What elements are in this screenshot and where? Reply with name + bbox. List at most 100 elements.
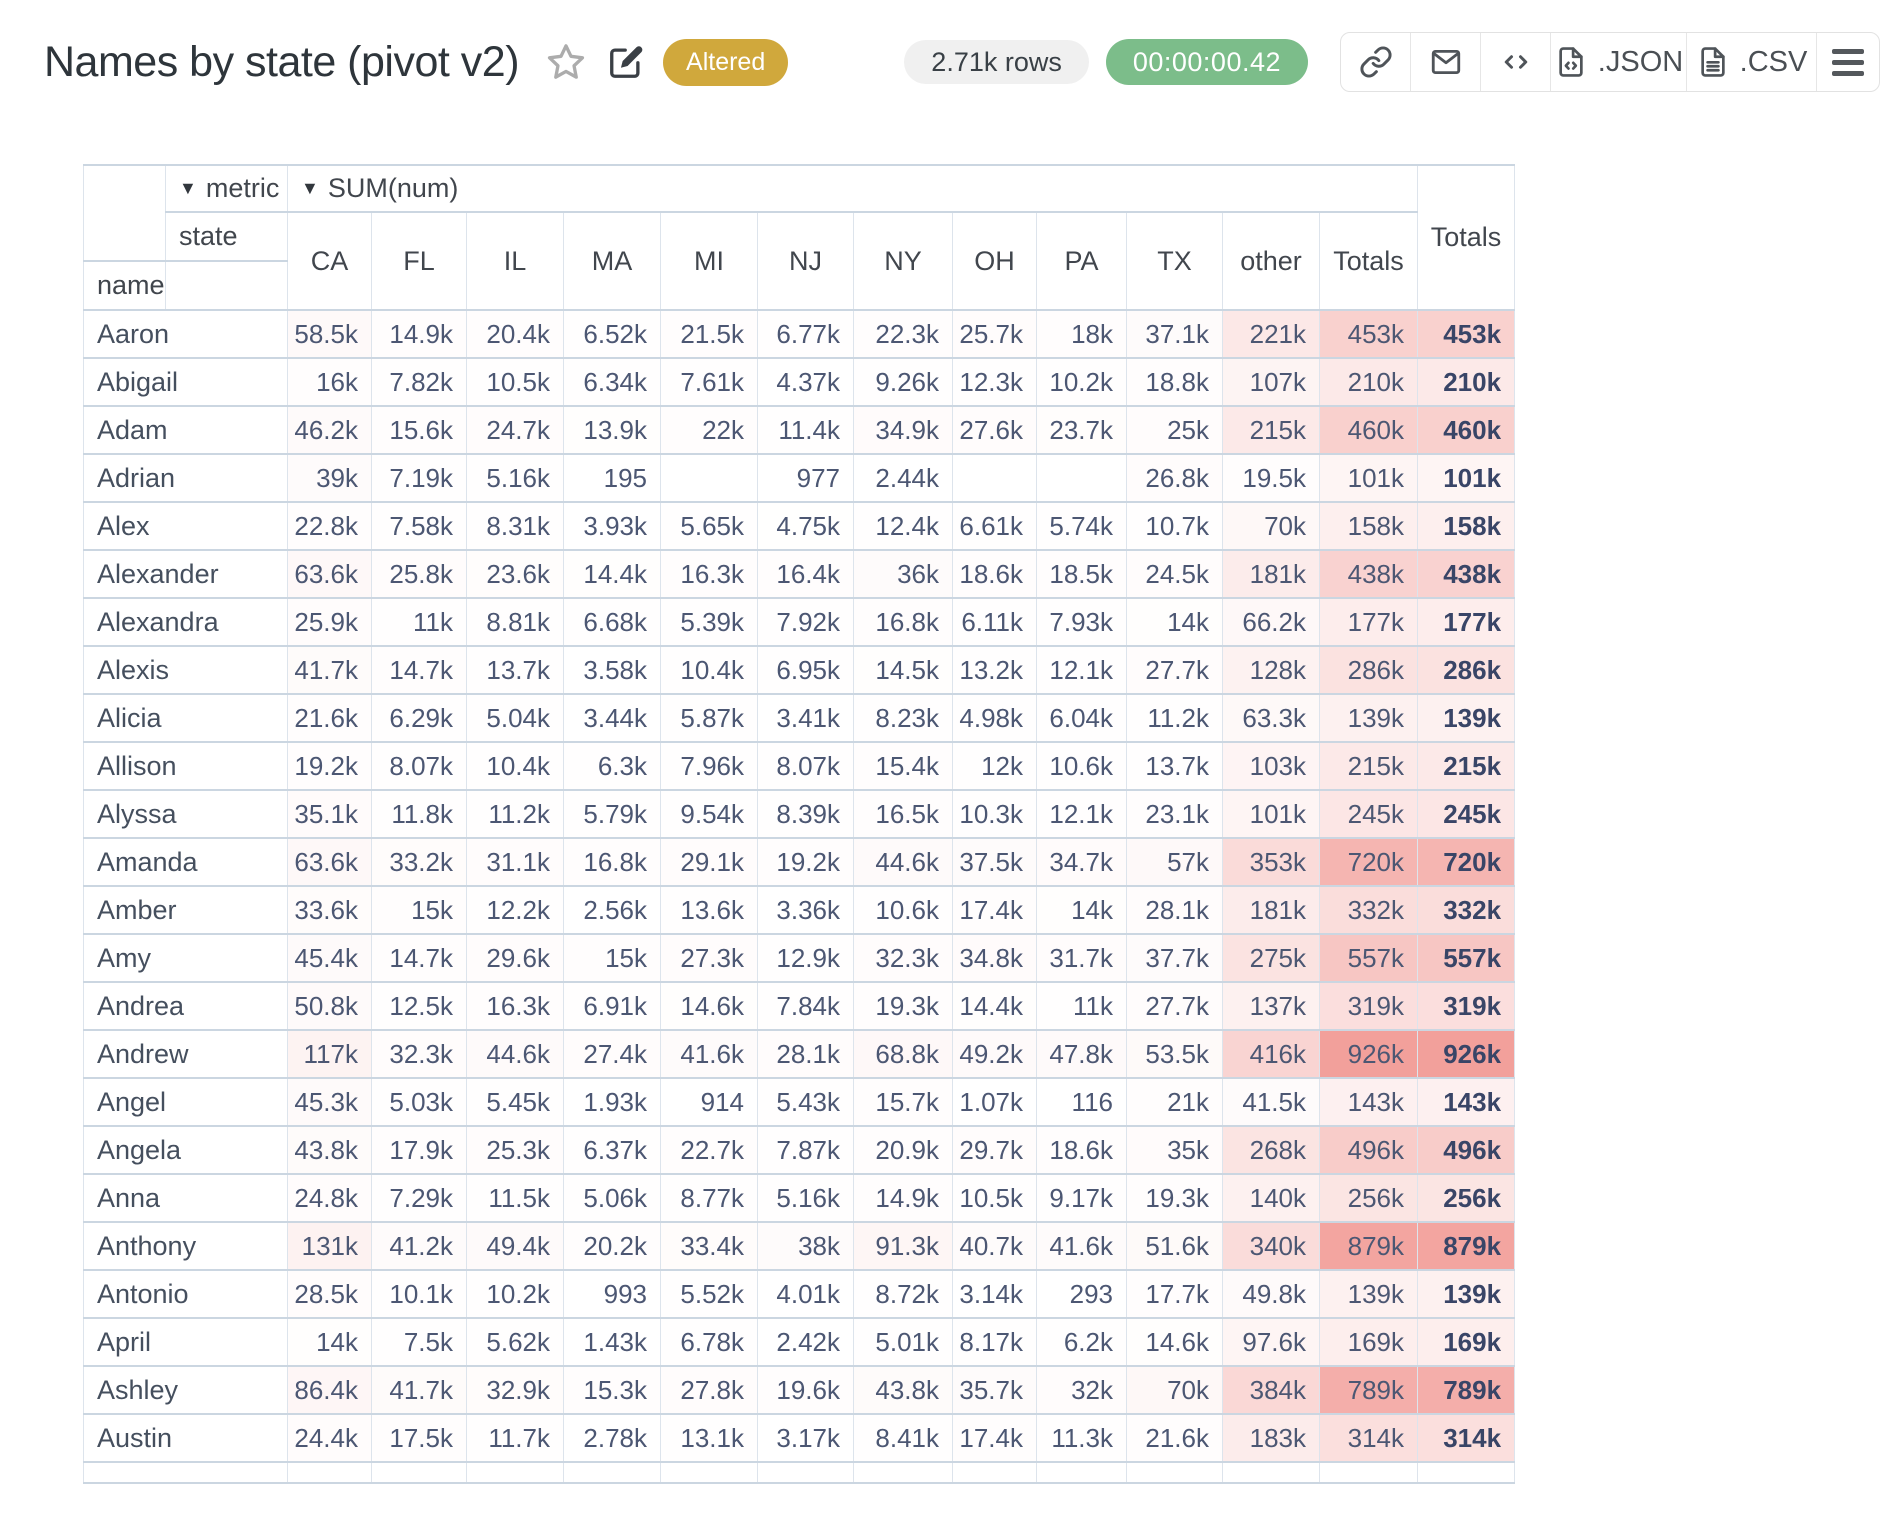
pivot-cell[interactable]: 27.6k	[952, 405, 1037, 455]
pivot-cell[interactable]: 9.54k	[660, 789, 758, 839]
row-label[interactable]: Andrea	[83, 981, 288, 1031]
pivot-grand-total-cell[interactable]: 245k	[1417, 789, 1516, 839]
more-options-button[interactable]	[1817, 33, 1879, 91]
pivot-cell[interactable]: 210k	[1318, 357, 1419, 407]
row-label[interactable]: Aaron	[83, 309, 288, 359]
row-label[interactable]: Alexander	[83, 549, 288, 599]
pivot-cell[interactable]: 3.17k	[757, 1413, 854, 1463]
pivot-cell[interactable]: 47.8k	[1036, 1029, 1127, 1079]
pivot-cell[interactable]: 27.7k	[1126, 981, 1223, 1031]
pivot-cell[interactable]: 11.3k	[1036, 1413, 1127, 1463]
pivot-cell[interactable]: 23.1k	[1126, 789, 1223, 839]
pivot-cell[interactable]: 11k	[371, 597, 467, 647]
pivot-cell[interactable]: 57k	[1126, 837, 1223, 887]
pivot-cell[interactable]: 24.7k	[466, 405, 564, 455]
pivot-cell[interactable]: 49.4k	[466, 1221, 564, 1271]
pivot-cell[interactable]: 9.17k	[1036, 1173, 1127, 1223]
pivot-grand-total-cell[interactable]: 319k	[1417, 981, 1516, 1031]
pivot-cell[interactable]: 12.4k	[853, 501, 953, 551]
pivot-cell[interactable]: 97.6k	[1222, 1317, 1320, 1367]
pivot-cell[interactable]: 5.65k	[660, 501, 758, 551]
pivot-cell[interactable]: 245k	[1318, 789, 1419, 839]
pivot-cell[interactable]: 3.93k	[563, 501, 661, 551]
row-label[interactable]: Austin	[83, 1413, 288, 1463]
pivot-cell[interactable]: 5.74k	[1036, 501, 1127, 551]
pivot-cell[interactable]: 10.4k	[660, 645, 758, 695]
pivot-cell[interactable]: 21.5k	[660, 309, 758, 359]
pivot-cell[interactable]: 17.4k	[952, 1413, 1037, 1463]
pivot-cell[interactable]: 8.39k	[757, 789, 854, 839]
pivot-cell[interactable]: 10.2k	[1036, 357, 1127, 407]
pivot-cell[interactable]: 34.8k	[952, 933, 1037, 983]
pivot-grand-total-cell[interactable]: 286k	[1417, 645, 1516, 695]
pivot-cell[interactable]: 10.6k	[1036, 741, 1127, 791]
pivot-cell[interactable]: 43.8k	[853, 1365, 953, 1415]
pivot-cell[interactable]: 19.2k	[757, 837, 854, 887]
pivot-cell[interactable]: 7.87k	[757, 1125, 854, 1175]
pivot-grand-total-cell[interactable]: 496k	[1417, 1125, 1516, 1175]
pivot-cell[interactable]: 3.58k	[563, 645, 661, 695]
pivot-cell[interactable]: 8.77k	[660, 1173, 758, 1223]
pivot-cell[interactable]: 17.9k	[371, 1125, 467, 1175]
pivot-cell[interactable]: 7.19k	[371, 453, 467, 503]
pivot-cell[interactable]: 5.16k	[466, 453, 564, 503]
pivot-cell[interactable]: 31.1k	[466, 837, 564, 887]
pivot-cell[interactable]: 17.5k	[371, 1413, 467, 1463]
pivot-cell[interactable]: 24.8k	[287, 1173, 372, 1223]
favorite-button[interactable]	[545, 41, 587, 83]
pivot-cell[interactable]: 41.7k	[287, 645, 372, 695]
pivot-cell[interactable]: 44.6k	[853, 837, 953, 887]
pivot-cell[interactable]: 35k	[1126, 1125, 1223, 1175]
pivot-cell[interactable]: 416k	[1222, 1029, 1320, 1079]
pivot-cell[interactable]: 37.5k	[952, 837, 1037, 887]
pivot-cell[interactable]: 31.7k	[1036, 933, 1127, 983]
pivot-cell[interactable]: 177k	[1318, 597, 1419, 647]
pivot-cell[interactable]: 181k	[1222, 885, 1320, 935]
pivot-cell[interactable]: 6.91k	[563, 981, 661, 1031]
row-label[interactable]: Amber	[83, 885, 288, 935]
pivot-cell[interactable]: 22.7k	[660, 1125, 758, 1175]
pivot-cell[interactable]: 6.68k	[563, 597, 661, 647]
pivot-cell[interactable]: 169k	[1318, 1317, 1419, 1367]
pivot-cell[interactable]: 183k	[1222, 1413, 1320, 1463]
pivot-cell[interactable]: 5.01k	[853, 1317, 953, 1367]
pivot-cell[interactable]: 496k	[1318, 1125, 1419, 1175]
pivot-cell[interactable]: 12.3k	[952, 357, 1037, 407]
pivot-cell[interactable]: 21.6k	[1126, 1413, 1223, 1463]
pivot-cell[interactable]: 32.3k	[853, 933, 953, 983]
pivot-cell[interactable]	[952, 453, 1037, 503]
row-label[interactable]: Andrew	[83, 1029, 288, 1079]
sum-dropdown[interactable]: ▼ SUM(num)	[286, 164, 1419, 213]
pivot-cell[interactable]: 1.93k	[563, 1077, 661, 1127]
pivot-cell[interactable]: 3.41k	[757, 693, 854, 743]
pivot-cell[interactable]: 879k	[1318, 1221, 1419, 1271]
pivot-grand-total-cell[interactable]: 143k	[1417, 1077, 1516, 1127]
pivot-cell[interactable]: 7.29k	[371, 1173, 467, 1223]
pivot-cell[interactable]: 6.3k	[563, 741, 661, 791]
pivot-cell[interactable]: 8.23k	[853, 693, 953, 743]
pivot-cell[interactable]: 5.79k	[563, 789, 661, 839]
pivot-cell[interactable]: 41.6k	[1036, 1221, 1127, 1271]
pivot-cell[interactable]: 16.8k	[563, 837, 661, 887]
pivot-cell[interactable]: 275k	[1222, 933, 1320, 983]
row-label[interactable]: Alex	[83, 501, 288, 551]
pivot-cell[interactable]: 993	[563, 1269, 661, 1319]
pivot-cell[interactable]: 131k	[287, 1221, 372, 1271]
pivot-cell[interactable]: 914	[660, 1077, 758, 1127]
pivot-cell[interactable]: 8.07k	[371, 741, 467, 791]
pivot-cell[interactable]: 11.2k	[1126, 693, 1223, 743]
pivot-cell[interactable]: 139k	[1318, 693, 1419, 743]
pivot-cell[interactable]: 28.1k	[757, 1029, 854, 1079]
pivot-cell[interactable]: 286k	[1318, 645, 1419, 695]
question-title[interactable]: Names by state (pivot v2)	[44, 37, 520, 86]
pivot-cell[interactable]: 16.3k	[466, 981, 564, 1031]
pivot-cell[interactable]: 7.58k	[371, 501, 467, 551]
pivot-cell[interactable]: 27.8k	[660, 1365, 758, 1415]
pivot-cell[interactable]: 22.8k	[287, 501, 372, 551]
pivot-cell[interactable]: 5.39k	[660, 597, 758, 647]
pivot-cell[interactable]: 53.5k	[1126, 1029, 1223, 1079]
pivot-cell[interactable]: 25.8k	[371, 549, 467, 599]
pivot-cell[interactable]: 14.5k	[853, 645, 953, 695]
pivot-cell[interactable]: 215k	[1318, 741, 1419, 791]
pivot-cell[interactable]: 6.34k	[563, 357, 661, 407]
